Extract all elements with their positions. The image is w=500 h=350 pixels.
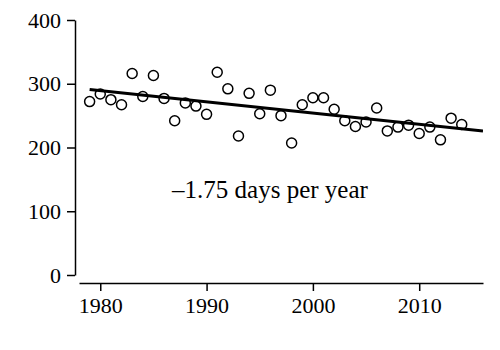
data-point: [297, 100, 307, 110]
data-point: [276, 111, 286, 121]
data-point: [223, 84, 233, 94]
x-axis: 1980 1990 2000 2010: [79, 283, 484, 318]
x-axis-line: [80, 283, 484, 285]
y-tick: 0: [50, 263, 75, 288]
y-tick-mark: [67, 275, 75, 277]
data-point: [350, 121, 360, 131]
data-point: [372, 103, 382, 113]
data-point: [308, 93, 318, 103]
annotation: –1.75 days per year: [171, 176, 368, 203]
data-point: [202, 109, 212, 119]
x-tick: 1990: [185, 283, 229, 318]
x-tick-mark: [419, 283, 421, 291]
data-point: [117, 100, 127, 110]
x-tick-mark: [206, 283, 208, 291]
data-point: [382, 126, 392, 136]
x-tick-label: 1990: [185, 293, 229, 318]
x-tick: 1980: [79, 283, 123, 318]
y-tick-mark: [67, 84, 75, 86]
data-point: [170, 116, 180, 126]
data-point: [435, 135, 445, 145]
y-tick: 200: [28, 135, 75, 160]
data-point: [212, 67, 222, 77]
data-point: [319, 93, 329, 103]
y-tick-mark: [67, 20, 75, 22]
data-point: [233, 131, 243, 141]
x-tick-mark: [313, 283, 315, 291]
data-point: [85, 97, 95, 107]
x-tick-mark: [100, 283, 102, 291]
y-tick-label: 400: [28, 8, 61, 33]
y-axis: 0 100 200 300 400: [28, 8, 76, 288]
x-tick-label: 1980: [79, 293, 123, 318]
x-tick: 2010: [398, 283, 442, 318]
x-tick-label: 2010: [398, 293, 442, 318]
data-point: [329, 104, 339, 114]
data-point: [287, 138, 297, 148]
data-point: [148, 70, 158, 80]
y-tick: 100: [28, 199, 75, 224]
x-tick: 2000: [291, 283, 335, 318]
x-tick-label: 2000: [291, 293, 335, 318]
y-tick-label: 0: [50, 263, 61, 288]
data-point: [106, 95, 116, 105]
y-tick-label: 100: [28, 199, 61, 224]
data-point: [244, 88, 254, 98]
y-tick: 300: [28, 71, 75, 96]
data-point: [127, 69, 137, 79]
data-point: [446, 113, 456, 123]
chart: 0 100 200 300 400 1980 1990 2000 2010 –1.75 days …: [0, 0, 500, 350]
trend-line: [90, 89, 483, 130]
y-tick-label: 300: [28, 71, 61, 96]
data-point: [265, 85, 275, 95]
data-point: [255, 109, 265, 119]
data-point: [414, 128, 424, 138]
y-tick-mark: [67, 147, 75, 149]
y-tick-mark: [67, 211, 75, 213]
plot-area: [85, 67, 483, 148]
y-tick-label: 200: [28, 135, 61, 160]
y-tick: 400: [28, 8, 75, 33]
